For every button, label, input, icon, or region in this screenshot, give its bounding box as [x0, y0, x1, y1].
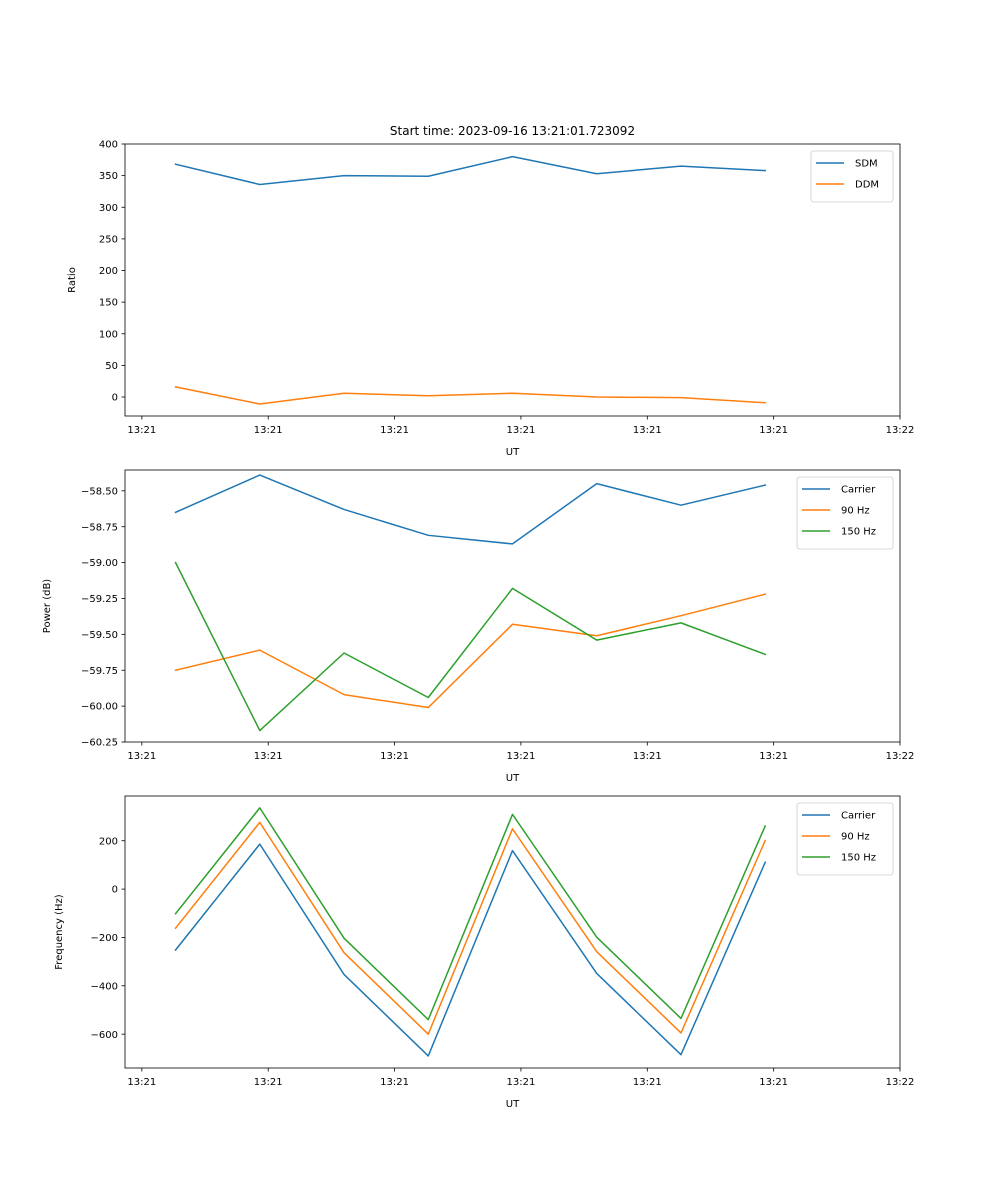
x-axis-label: UT: [506, 773, 520, 784]
y-tick-label: 400: [99, 140, 118, 151]
axes-frame: [124, 143, 901, 417]
y-axis-label: Ratio: [67, 267, 78, 293]
y-tick-label: 350: [99, 171, 118, 182]
x-tick-label: 13:21: [759, 751, 788, 762]
legend-box: [810, 150, 894, 203]
legend-label: Carrier: [841, 485, 876, 496]
legend: Carrier 90 Hz 150 Hz: [796, 802, 894, 876]
x-tick-label: 13:21: [633, 425, 662, 436]
x-axis-label: UT: [506, 447, 520, 458]
y-tick-label: 300: [99, 203, 118, 214]
series-line-sdm: [174, 155, 767, 186]
series-line-carrier: [174, 843, 767, 1057]
legend-label: Carrier: [841, 811, 876, 822]
series-line-90-hz: [174, 821, 767, 1035]
y-tick-label: 0: [112, 885, 118, 896]
y-tick-label: −59.75: [81, 666, 118, 677]
y-tick-label: 0: [112, 393, 118, 404]
legend-label: 90 Hz: [841, 832, 870, 843]
y-tick-label: −600: [91, 1030, 118, 1041]
legend-label: 90 Hz: [841, 506, 870, 517]
y-tick-label: 150: [99, 298, 118, 309]
y-tick-label: −400: [91, 981, 118, 992]
y-tick-label: 200: [99, 266, 118, 277]
x-tick-label: 13:21: [759, 425, 788, 436]
x-tick-label: 13:21: [507, 425, 536, 436]
y-tick-label: 100: [99, 329, 118, 340]
x-tick-label: 13:21: [507, 751, 536, 762]
series-line-90-hz: [174, 593, 767, 709]
y-tick-label: −200: [91, 933, 118, 944]
legend-label: SDM: [855, 159, 878, 170]
y-tick-label: 200: [99, 836, 118, 847]
x-tick-label: 13:21: [633, 1077, 662, 1088]
axes-frame: [124, 795, 901, 1069]
x-tick-label: 13:21: [380, 425, 409, 436]
y-axis-label: Frequency (Hz): [54, 894, 65, 970]
series-line-carrier: [174, 474, 767, 545]
subplot-1: 13:21 13:21 13:21 13:21 13:21 13:21 13:22 0 50 10…: [67, 124, 914, 458]
y-axis-label: Power (dB): [42, 579, 53, 634]
y-tick-label: −60.25: [81, 738, 118, 749]
x-tick-label: 13:22: [886, 425, 915, 436]
x-tick-label: 13:21: [633, 751, 662, 762]
x-tick-label: 13:21: [507, 1077, 536, 1088]
x-tick-label: 13:21: [127, 425, 156, 436]
subplot-2: 13:21 13:21 13:21 13:21 13:21 13:21 13:22 −60.2…: [42, 469, 915, 784]
subplot-3: 13:21 13:21 13:21 13:21 13:21 13:21 13:22 −600 −…: [54, 795, 915, 1110]
chart-title: Start time: 2023-09-16 13:21:01.723092: [390, 124, 635, 138]
legend-label: DDM: [855, 180, 879, 191]
series-line-150-hz: [174, 561, 767, 732]
x-tick-label: 13:22: [886, 751, 915, 762]
legend-label: 150 Hz: [841, 853, 876, 864]
y-tick-label: −58.75: [81, 522, 118, 533]
y-tick-label: −59.25: [81, 594, 118, 605]
x-tick-label: 13:21: [380, 1077, 409, 1088]
y-tick-label: 250: [99, 234, 118, 245]
y-tick-label: −59.50: [81, 630, 118, 641]
x-tick-label: 13:21: [759, 1077, 788, 1088]
x-tick-label: 13:21: [254, 425, 283, 436]
y-tick-label: −60.00: [81, 702, 118, 713]
x-axis-label: UT: [506, 1099, 520, 1110]
y-tick-label: −58.50: [81, 486, 118, 497]
series-line-150-hz: [174, 807, 767, 1021]
x-tick-label: 13:21: [254, 1077, 283, 1088]
x-tick-label: 13:22: [886, 1077, 915, 1088]
axes-frame: [124, 469, 901, 743]
y-tick-label: 50: [105, 361, 118, 372]
series-line-ddm: [174, 386, 767, 405]
legend-label: 150 Hz: [841, 527, 876, 538]
x-tick-label: 13:21: [380, 751, 409, 762]
x-tick-label: 13:21: [127, 1077, 156, 1088]
legend: Carrier 90 Hz 150 Hz: [796, 476, 894, 550]
x-tick-label: 13:21: [254, 751, 283, 762]
y-tick-label: −59.00: [81, 558, 118, 569]
legend: SDM DDM: [810, 150, 894, 203]
x-tick-label: 13:21: [127, 751, 156, 762]
